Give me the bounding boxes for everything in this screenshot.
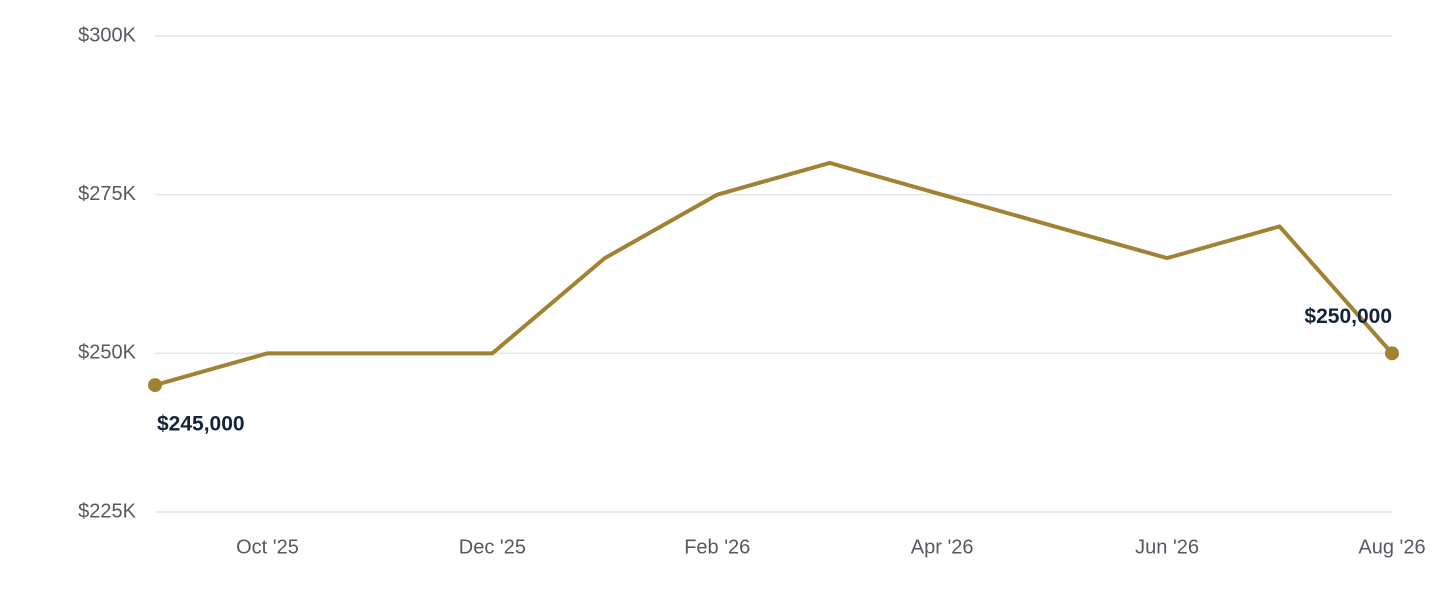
y-tick-label: $300K: [78, 24, 136, 46]
line: [154, 160, 1394, 387]
y-tick-label: $275K: [78, 183, 136, 205]
x-tick-label: Dec '25: [459, 536, 526, 558]
x-tick-label: Jun '26: [1135, 536, 1199, 558]
y-tick-label: $225K: [78, 500, 136, 522]
y-tick-label: $250K: [78, 342, 136, 364]
x-tick-label: Oct '25: [236, 536, 299, 558]
x-tick-label: Aug '26: [1358, 536, 1425, 558]
x-tick-label: Feb '26: [684, 536, 750, 558]
value-label: $245,000: [157, 413, 245, 436]
end-marker: [148, 378, 162, 393]
value-label: $250,000: [1304, 305, 1392, 328]
x-tick-label: Apr '26: [911, 536, 974, 558]
end-marker: [1385, 346, 1399, 361]
